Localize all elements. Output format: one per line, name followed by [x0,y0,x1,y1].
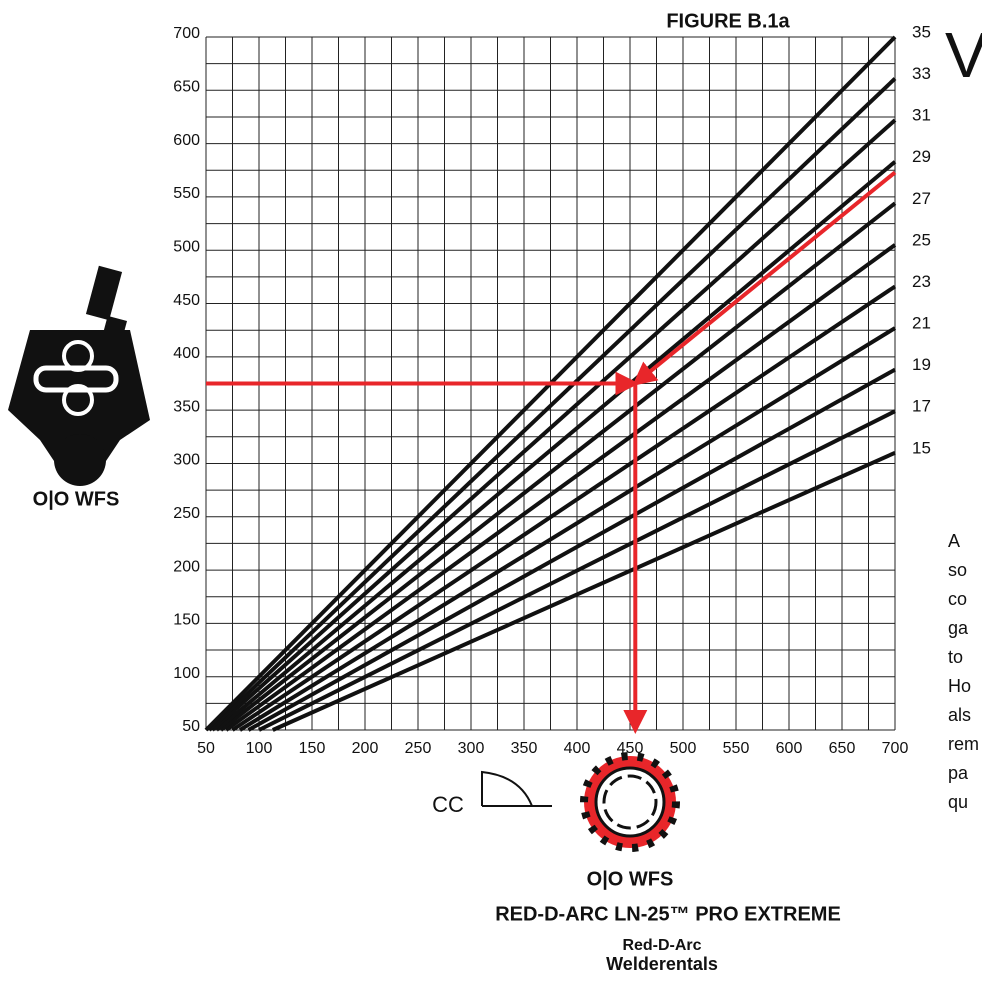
side-fragment: pa [948,763,969,783]
voltage-line [226,245,895,730]
y-tick-label: 100 [173,665,200,682]
feeder-icon [8,266,150,486]
line-label: 19 [912,355,931,374]
x-tick-label: 650 [829,740,856,757]
x-axis-label: O|O WFS [587,868,674,890]
side-fragment: ga [948,618,969,638]
y-tick-label: 450 [173,292,200,309]
line-label: 29 [912,147,931,166]
cc-icon [482,772,552,806]
y-tick-label: 300 [173,452,200,469]
chart-title: FIGURE B.1a [666,10,790,32]
line-label: 35 [912,22,931,41]
line-label: 25 [912,230,931,249]
x-tick-label: 400 [564,740,591,757]
knob-icon [584,756,676,848]
y-tick-label: 250 [173,505,200,522]
x-tick-label: 600 [776,740,803,757]
x-tick-label: 200 [352,740,379,757]
y-tick-label: 650 [173,79,200,96]
y-axis-label: O|O WFS [33,488,120,510]
side-fragment: Ho [948,676,971,696]
side-fragment: so [948,560,967,580]
line-label: 21 [912,314,931,333]
logo-line: Welderentals [606,954,718,974]
side-fragment: to [948,647,963,667]
y-tick-label: 50 [182,718,200,735]
line-label: 23 [912,272,931,291]
y-tick-label: 350 [173,398,200,415]
x-tick-label: 550 [723,740,750,757]
x-tick-label: 350 [511,740,538,757]
side-fragment: qu [948,792,968,812]
voltage-line [221,203,895,730]
x-tick-label: 100 [246,740,273,757]
y-tick-label: 600 [173,132,200,149]
product-name: RED-D-ARC LN-25™ PRO EXTREME [495,903,841,925]
y-tick-label: 150 [173,612,200,629]
side-fragment: co [948,589,967,609]
y-tick-label: 550 [173,185,200,202]
voltage-line [233,286,896,730]
y-tick-label: 200 [173,558,200,575]
line-label: 31 [912,106,931,125]
x-tick-label: 50 [197,740,215,757]
logo-line: Red-D-Arc [622,937,701,954]
side-fragment: A [948,531,960,551]
side-fragment: als [948,705,971,725]
y-tick-label: 500 [173,238,200,255]
line-label: 33 [912,64,931,83]
y-tick-label: 700 [173,25,200,42]
x-tick-label: 300 [458,740,485,757]
voltage-line [217,162,895,730]
x-tick-label: 250 [405,740,432,757]
x-tick-label: 150 [299,740,326,757]
side-fragment: rem [948,734,979,754]
voltage-line [248,370,895,730]
x-tick-label: 700 [882,740,909,757]
line-label: 15 [912,438,931,457]
chart: O|O WFS FIGURE B.1a 50 100 150 200 250 300 350… [0,0,982,986]
y-tick-label: 400 [173,345,200,362]
line-label: 27 [912,189,931,208]
mode-label: CC [432,792,464,817]
side-heading: V [945,19,982,91]
x-tick-label: 500 [670,740,697,757]
side-text: Aso co ga to Ho als rem pa qu [948,531,979,812]
plot: 50 100 150 200 250 300 350 400 450 500 550 600 650 70… [173,22,931,757]
line-label: 17 [912,397,931,416]
